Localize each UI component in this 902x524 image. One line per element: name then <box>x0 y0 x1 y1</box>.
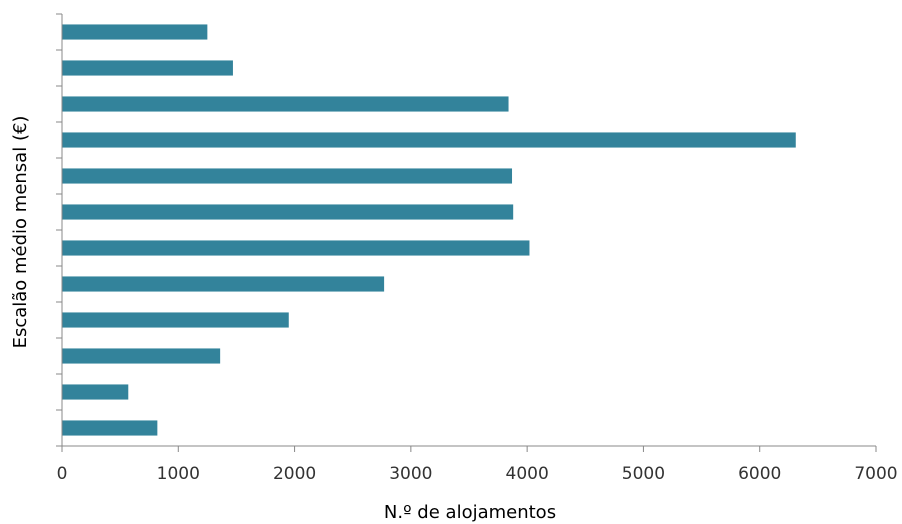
bar <box>62 204 514 220</box>
bar <box>62 420 158 436</box>
x-tick-label: 3000 <box>389 464 432 484</box>
y-axis-ticks <box>56 13 62 447</box>
bar <box>62 384 129 400</box>
x-tick-label: 1000 <box>157 464 200 484</box>
x-tick-label: 0 <box>57 464 68 484</box>
bar <box>62 168 513 184</box>
bar <box>62 240 530 256</box>
bar <box>62 312 289 328</box>
bar <box>62 132 796 148</box>
x-tick-label: 6000 <box>738 464 781 484</box>
bar <box>62 276 385 292</box>
x-tick-label: 5000 <box>622 464 665 484</box>
x-tick-label: 2000 <box>273 464 316 484</box>
bar <box>62 24 208 40</box>
x-tick-label: 7000 <box>854 464 897 484</box>
x-axis-ticks: 0 1000 2000 3000 4000 5000 6000 7000 <box>57 446 898 484</box>
x-axis-title: N.º de alojamentos <box>384 502 556 523</box>
bars-group <box>62 24 796 436</box>
x-tick-label: 4000 <box>506 464 549 484</box>
y-axis-title: Escalão médio mensal (€) <box>10 116 31 349</box>
bar <box>62 96 509 112</box>
bar <box>62 60 233 76</box>
bar <box>62 348 221 364</box>
axes-group: 0 1000 2000 3000 4000 5000 6000 7000 <box>56 13 898 484</box>
